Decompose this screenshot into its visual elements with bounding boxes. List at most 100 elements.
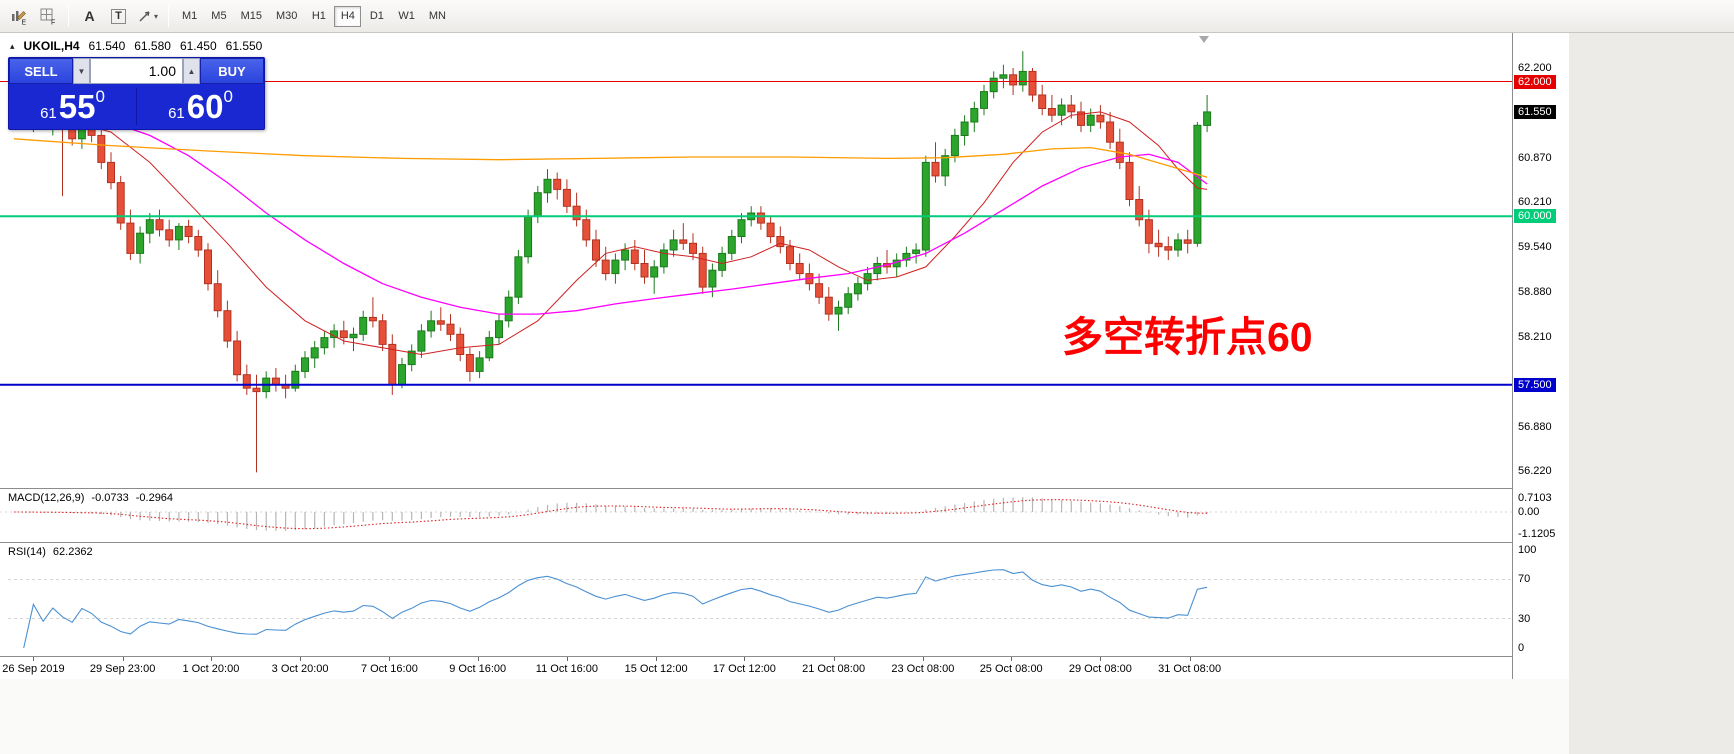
time-axis-tick <box>300 657 302 661</box>
time-axis-label: 1 Oct 20:00 <box>182 663 240 675</box>
macd-panel-canvas[interactable] <box>0 489 1512 542</box>
time-axis-label: 11 Oct 16:00 <box>535 663 598 675</box>
timeframe-toolbar: M1 M5 M15 M30 H1 H4 D1 W1 MN <box>175 5 453 27</box>
draw-arrow-icon <box>139 11 150 22</box>
bottom-strip <box>0 679 1569 754</box>
macd-axis-label: 0.7103 <box>1518 491 1552 504</box>
volume-input[interactable] <box>90 58 183 84</box>
price-marker-62.000: 62.000 <box>1514 74 1556 89</box>
ma-mid-magenta-line <box>13 111 1208 315</box>
price-scale[interactable]: 62.200 60.870 60.210 59.540 58.880 58.210 56.8… <box>1512 33 1569 679</box>
ohlc-header: ▴ UKOIL,H4 61.540 61.580 61.450 61.550 <box>10 39 262 53</box>
candlestick-pencil-icon: E <box>11 11 26 26</box>
price-axis-label: 58.880 <box>1518 285 1552 298</box>
macd-main-value: -0.0733 <box>91 492 129 504</box>
time-axis-label: 7 Oct 16:00 <box>360 663 418 675</box>
sell-button[interactable]: SELL <box>9 58 73 84</box>
text-frame-tool-button[interactable]: T <box>105 4 132 29</box>
time-axis-tick <box>744 657 746 661</box>
indicator-grid-button[interactable]: F <box>34 4 61 29</box>
time-axis-label: 23 Oct 08:00 <box>891 663 955 675</box>
time-axis-tick <box>1100 657 1102 661</box>
trade-panel-divider <box>136 88 137 125</box>
rsi-header: RSI(14) 62.2362 <box>8 546 93 558</box>
chart-annotation-text[interactable]: 多空转折点60 <box>1062 314 1313 360</box>
buy-button[interactable]: BUY <box>200 58 264 84</box>
macd-axis-label: -1.1205 <box>1518 528 1556 541</box>
sell-price-button[interactable]: 61 55 0 <box>9 84 136 129</box>
time-axis-label: 17 Oct 12:00 <box>712 663 776 675</box>
time-axis-label: 9 Oct 16:00 <box>449 663 507 675</box>
price-axis-label: 56.880 <box>1518 420 1552 433</box>
timeframe-button-mn[interactable]: MN <box>423 6 452 27</box>
rsi-axis-label: 70 <box>1518 573 1531 586</box>
draw-tools-button[interactable]: ▾ <box>134 4 161 29</box>
macd-signal-line <box>14 499 1208 530</box>
icon-badge: E <box>21 20 26 26</box>
time-axis[interactable]: 26 Sep 2019 29 Sep 23:00 1 Oct 20:00 3 Oct … <box>0 657 1569 679</box>
buy-price-pip-digit: 0 <box>223 87 233 106</box>
autoscroll-marker-icon <box>1199 36 1209 43</box>
sell-price-prefix: 61 <box>40 105 57 122</box>
panel-separator[interactable] <box>0 488 1569 489</box>
ohlc-open: 61.540 <box>88 39 126 53</box>
price-axis-label: 60.870 <box>1518 151 1552 164</box>
rsi-line <box>23 569 1208 649</box>
macd-histogram <box>23 497 1208 531</box>
panel-separator[interactable] <box>0 542 1569 543</box>
one-click-trading-panel: SELL ▼ ▲ BUY 61 55 0 61 60 0 <box>8 57 265 130</box>
chevron-down-icon: ▾ <box>153 11 158 21</box>
text-label-tool-button[interactable]: A <box>76 4 103 29</box>
time-axis-tick <box>477 657 479 661</box>
time-axis-tick <box>1189 657 1191 661</box>
timeframe-button-m1[interactable]: M1 <box>176 6 203 27</box>
buy-price-big-digits: 60 <box>186 88 224 125</box>
timeframe-button-h1[interactable]: H1 <box>305 6 332 27</box>
price-axis-label: 58.210 <box>1518 331 1552 343</box>
time-axis-tick <box>1011 657 1013 661</box>
buy-price-button[interactable]: 61 60 0 <box>137 84 264 129</box>
rsi-axis-label: 0 <box>1518 642 1525 654</box>
icon-badge: F <box>51 20 55 26</box>
one-click-collapse-icon[interactable]: ▴ <box>10 40 15 51</box>
text-label-icon: A <box>84 8 95 24</box>
price-axis-label: 62.200 <box>1518 62 1552 74</box>
grid-icon: F <box>40 8 55 26</box>
time-axis-label: 26 Sep 2019 <box>2 663 65 675</box>
ohlc-close: 61.550 <box>225 39 263 53</box>
timeframe-button-w1[interactable]: W1 <box>392 6 421 27</box>
ma-fast-red-line <box>13 111 1208 356</box>
time-axis-tick <box>656 657 658 661</box>
sell-price-big-digits: 55 <box>58 88 96 125</box>
time-axis-tick <box>389 657 391 661</box>
chart-template-button[interactable]: E <box>5 4 32 29</box>
timeframe-button-m15[interactable]: M15 <box>235 6 268 27</box>
price-marker-57.500: 57.500 <box>1514 377 1556 392</box>
timeframe-button-h4[interactable]: H4 <box>334 5 362 27</box>
text-frame-icon: T <box>111 8 126 24</box>
price-axis-label: 56.220 <box>1518 465 1552 478</box>
time-axis-label: 31 Oct 08:00 <box>1158 663 1222 675</box>
time-axis-tick <box>210 657 212 661</box>
rsi-value: 62.2362 <box>52 546 93 558</box>
timeframe-button-d1[interactable]: D1 <box>363 6 390 27</box>
rsi-name: RSI(14) <box>8 546 46 558</box>
symbol-title: UKOIL,H4 <box>23 39 80 53</box>
rsi-axis-label: 100 <box>1518 544 1537 556</box>
volume-increase-button[interactable]: ▲ <box>183 58 200 84</box>
time-axis-label: 25 Oct 08:00 <box>979 663 1043 675</box>
ohlc-low: 61.450 <box>179 39 217 53</box>
rsi-panel-canvas[interactable] <box>0 543 1512 656</box>
timeframe-button-m5[interactable]: M5 <box>205 6 232 27</box>
time-axis-label: 21 Oct 08:00 <box>802 663 866 675</box>
ohlc-high: 61.580 <box>134 39 171 53</box>
time-axis-label: 3 Oct 20:00 <box>271 663 329 675</box>
buy-price-prefix: 61 <box>168 105 185 122</box>
macd-signal-value: -0.2964 <box>135 492 174 504</box>
toolbar-separator <box>168 5 169 27</box>
volume-decrease-button[interactable]: ▼ <box>73 58 90 84</box>
timeframe-button-m30[interactable]: M30 <box>270 6 303 27</box>
time-axis-label: 29 Oct 08:00 <box>1068 663 1132 675</box>
time-axis-tick <box>922 657 924 661</box>
sell-price-pip-digit: 0 <box>95 87 105 106</box>
